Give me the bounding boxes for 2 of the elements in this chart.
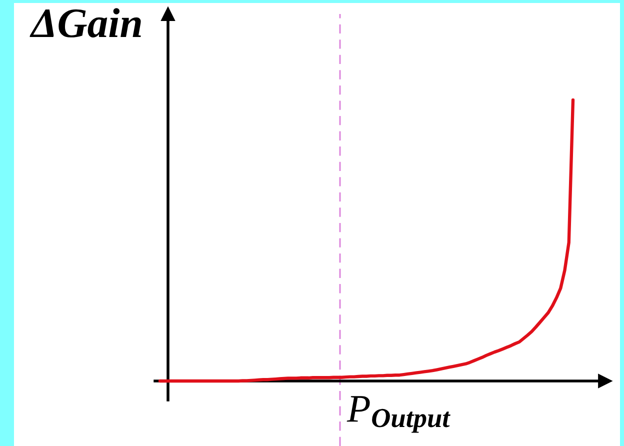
x-axis-title: P$_{Output}$ bbox=[346, 396, 450, 433]
y-axis-title: ΔGain bbox=[30, 8, 141, 38]
